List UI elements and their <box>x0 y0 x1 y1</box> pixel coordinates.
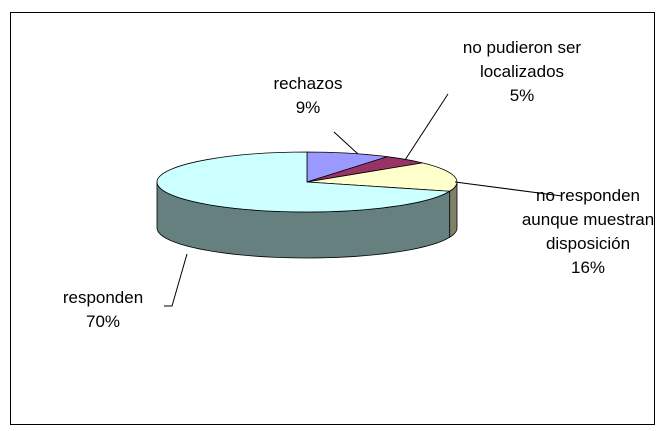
slice <box>306 151 388 183</box>
slice-label: rechazos 9% <box>253 72 363 120</box>
slice <box>156 151 451 213</box>
leader-line <box>404 93 449 161</box>
slice-label: no responden aunque muestran disposición… <box>513 184 659 280</box>
slice-value: 9% <box>295 98 321 117</box>
slice-label: no pudieron ser localizados 5% <box>452 36 592 108</box>
pie <box>156 151 458 259</box>
slice-value: 16% <box>570 258 606 277</box>
leader-line <box>164 253 188 307</box>
leader-line <box>454 181 563 197</box>
slice-name: rechazos <box>273 74 343 93</box>
slice-label: responden 70% <box>43 286 163 334</box>
leader-lines <box>164 93 563 307</box>
slice-name: no pudieron ser localizados <box>462 38 582 81</box>
slice-value: 70% <box>85 312 121 331</box>
slice-value: 5% <box>509 86 535 105</box>
slice-name: no responden aunque muestran disposición <box>521 186 655 253</box>
slice-name: responden <box>62 288 144 307</box>
leader-line <box>333 131 359 155</box>
